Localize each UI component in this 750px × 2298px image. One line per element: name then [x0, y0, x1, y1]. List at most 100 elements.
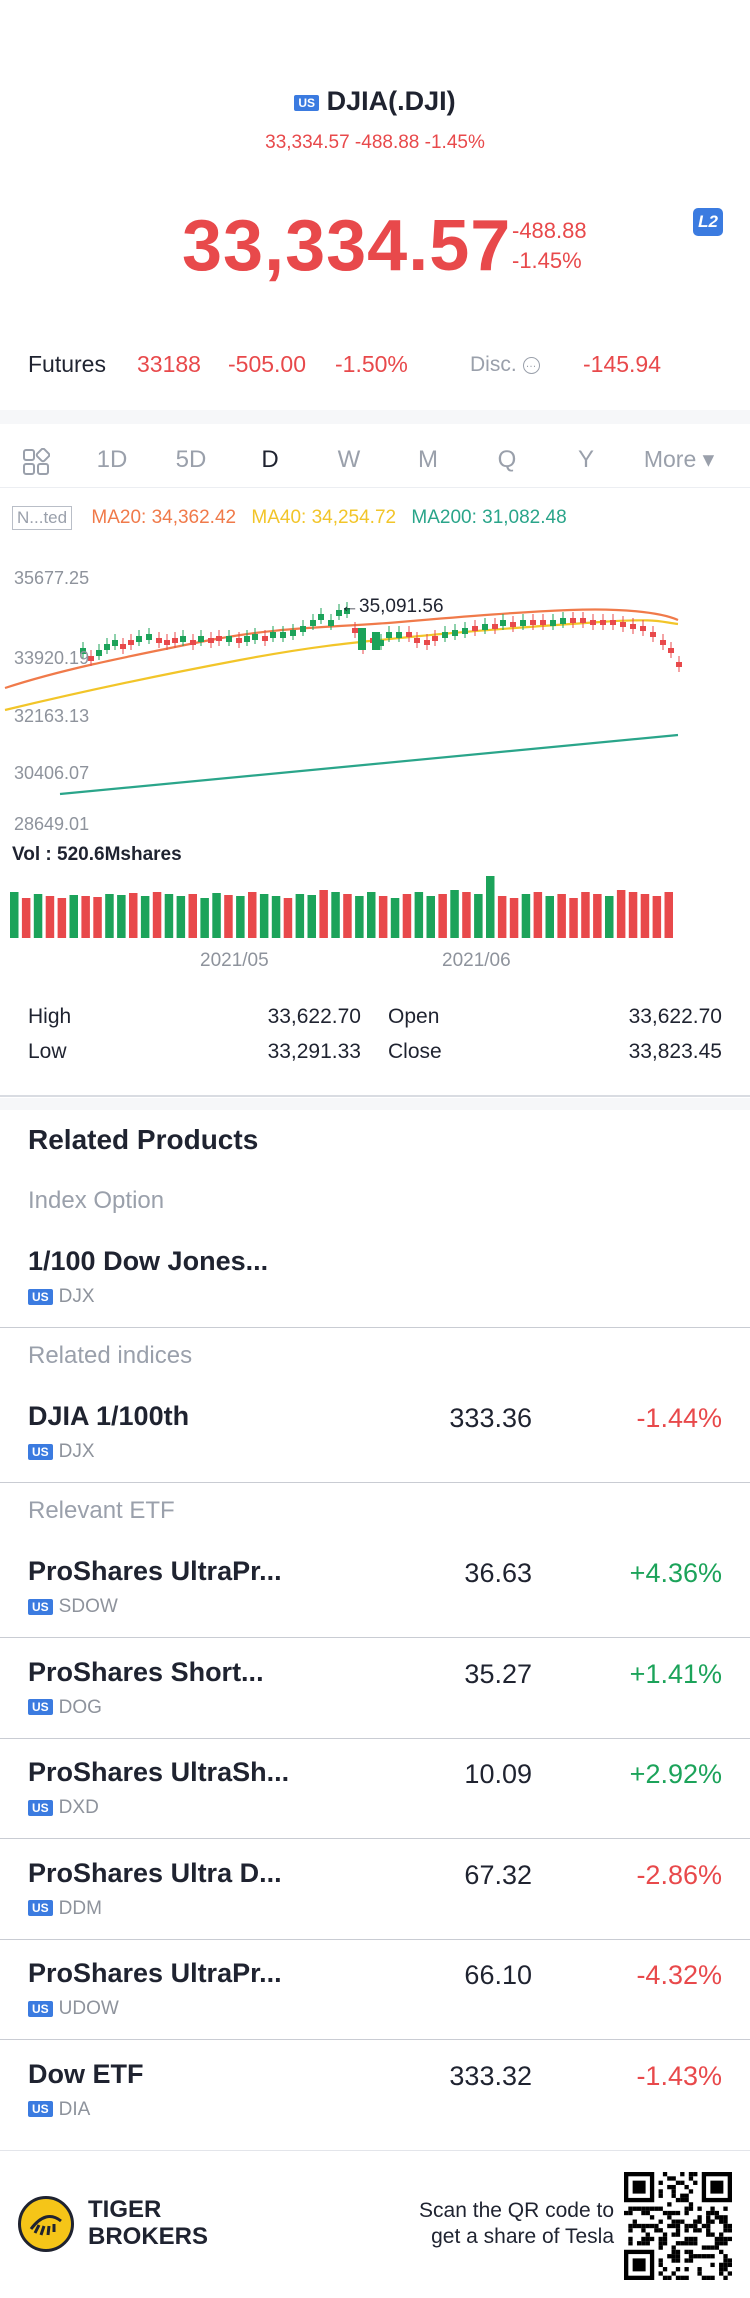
candle	[244, 636, 250, 642]
y-axis-label: 30406.07	[14, 763, 90, 783]
indicator-selector[interactable]: N...ted	[12, 506, 73, 530]
volume-bar	[212, 893, 221, 938]
candle	[236, 638, 242, 643]
volume-bar	[10, 892, 19, 938]
tab-5d[interactable]: 5D	[175, 446, 207, 473]
volume-bar	[402, 894, 412, 938]
candle	[358, 628, 366, 650]
volume-bar	[271, 896, 281, 938]
product-change: -2.86%	[636, 1859, 722, 1890]
volume-bar	[557, 894, 566, 938]
futures-change: -505.00	[228, 351, 307, 377]
category-relevant-etf: Relevant ETF	[28, 1497, 175, 1524]
price-change: -488.88 -1.45%	[512, 216, 587, 276]
candle	[120, 644, 126, 649]
ma40-label: MA40: 34,254.72	[251, 507, 397, 528]
product-price: 10.09	[464, 1759, 532, 1789]
brand-name: TIGER BROKERS	[88, 2196, 209, 2250]
market-badge: US	[294, 94, 320, 111]
product-ticker: US DOG	[28, 1697, 102, 1719]
list-item-etf[interactable]: ProShares UltraPr... US SDOW 36.63 +4.36%	[0, 1545, 750, 1645]
product-name: ProShares UltraPr...	[28, 1958, 282, 1988]
y-axis-label: 32163.13	[14, 706, 90, 726]
candle	[406, 632, 412, 637]
footer-divider	[0, 2150, 750, 2151]
y-axis-label: 28649.01	[14, 814, 90, 834]
volume-bar	[521, 894, 531, 938]
tab-day[interactable]: D	[261, 446, 279, 473]
chart-settings-icon[interactable]	[22, 448, 50, 476]
candle	[270, 632, 276, 638]
product-price: 35.27	[464, 1658, 532, 1689]
candle	[424, 640, 430, 645]
list-item-etf[interactable]: ProShares UltraPr... US UDOW 66.10 -4.32%	[0, 1947, 750, 2047]
candle	[396, 632, 402, 638]
divider	[0, 1637, 750, 1638]
candle	[630, 624, 636, 629]
list-item-related-index[interactable]: DJIA 1/100th US DJX 333.36 -1.44%	[0, 1390, 750, 1482]
product-name: ProShares Ultra D...	[28, 1857, 282, 1888]
candle	[104, 644, 110, 650]
candle	[310, 620, 316, 626]
candle	[80, 648, 86, 654]
candle	[344, 608, 350, 614]
close-label: Close	[388, 1040, 442, 1063]
price-subtitle: 33,334.57 -488.88 -1.45%	[265, 132, 485, 153]
candle	[500, 620, 506, 626]
tab-1d[interactable]: 1D	[96, 446, 128, 473]
volume-bar	[224, 895, 233, 938]
candle	[432, 636, 438, 641]
divider	[0, 1327, 750, 1328]
candle	[352, 628, 358, 633]
volume-bar	[331, 892, 340, 938]
product-name: Dow ETF	[28, 2058, 144, 2089]
list-item-index-option[interactable]: 1/100 Dow Jones... US DJX	[0, 1235, 750, 1327]
volume-bar	[259, 894, 269, 938]
discount-button[interactable]: Disc. …	[470, 353, 540, 377]
tab-month[interactable]: M	[418, 446, 438, 473]
list-item-etf[interactable]: Dow ETF US DIA 333.32 -1.43%	[0, 2048, 750, 2148]
volume-bar	[283, 898, 293, 938]
product-ticker: US DXD	[28, 1797, 99, 1819]
market-badge: US	[28, 1288, 53, 1305]
list-item-etf[interactable]: ProShares Short... US DOG 35.27 +1.41%	[0, 1646, 750, 1746]
candle	[112, 640, 118, 646]
list-item-etf[interactable]: ProShares Ultra D... US DDM 67.32 -2.86%	[0, 1847, 750, 1947]
volume-bar	[533, 892, 543, 938]
volume-bar	[486, 876, 495, 938]
price-chart[interactable]	[0, 540, 750, 980]
volume-bar	[343, 894, 352, 938]
candle	[136, 636, 142, 642]
volume-bar	[200, 898, 209, 938]
related-products-title: Related Products	[28, 1124, 259, 1155]
tab-more[interactable]: More ▾	[643, 446, 715, 472]
volume-bar	[593, 894, 602, 938]
candle	[492, 624, 498, 629]
futures-value: 33188	[137, 351, 201, 377]
candle	[520, 620, 526, 626]
candle	[156, 638, 162, 643]
candle	[510, 622, 516, 627]
tab-year[interactable]: Y	[577, 446, 595, 473]
tab-quarter[interactable]: Q	[497, 446, 517, 473]
volume-bar	[117, 895, 126, 938]
volume-bar	[545, 896, 554, 938]
candle	[328, 620, 334, 626]
product-name: 1/100 Dow Jones...	[28, 1246, 269, 1276]
product-name: ProShares Short...	[28, 1656, 264, 1687]
volume-bar	[390, 898, 400, 938]
peak-value: 35,091.56	[359, 596, 444, 617]
list-item-etf[interactable]: ProShares UltraSh... US DXD 10.09 +2.92%	[0, 1746, 750, 1846]
level2-button[interactable]: L2	[693, 208, 723, 236]
category-related-indices: Related indices	[28, 1342, 193, 1369]
product-change: +2.92%	[629, 1759, 722, 1789]
tab-week[interactable]: W	[337, 446, 361, 473]
volume-bar	[509, 898, 519, 938]
arrow-left-icon: ←	[340, 596, 359, 617]
market-badge: US	[28, 1799, 53, 1816]
volume-bar	[81, 896, 90, 938]
volume-bar	[21, 898, 31, 938]
open-label: Open	[388, 1005, 440, 1028]
x-axis-label: 2021/05	[200, 950, 269, 971]
candle	[88, 656, 94, 661]
